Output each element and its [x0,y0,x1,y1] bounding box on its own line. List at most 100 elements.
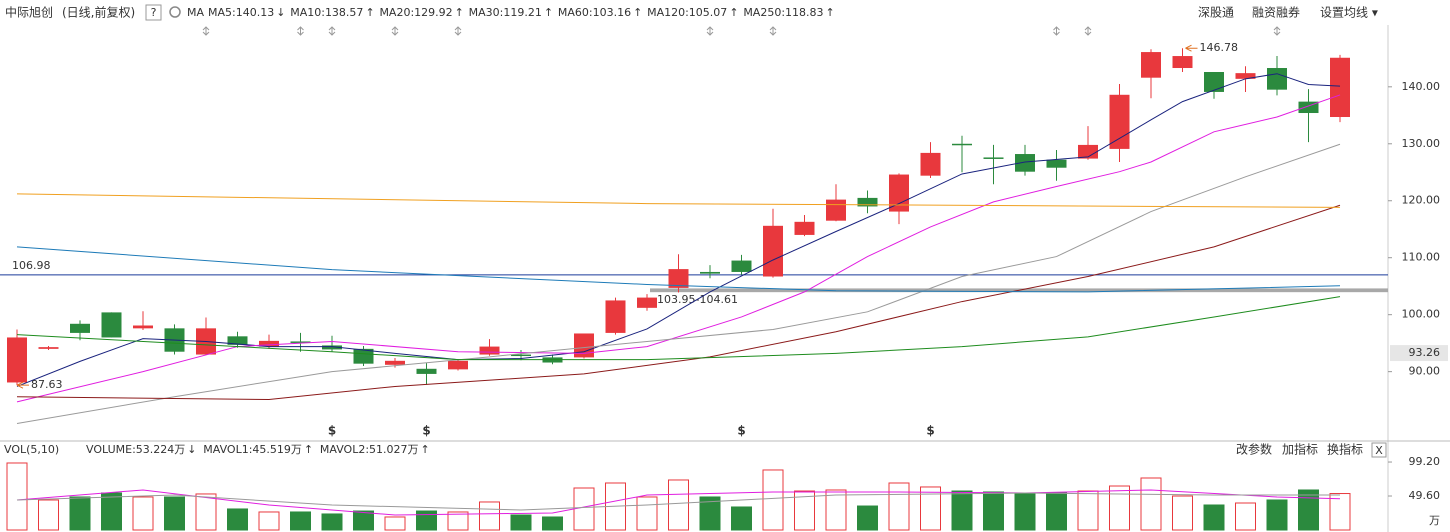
event-icon [202,26,210,36]
volume-bar [1235,502,1256,531]
vol-arrow: ↑ [421,443,430,456]
ma-arrow: ↓ [276,6,285,19]
candle-body [38,347,59,349]
volume-bar [227,508,248,531]
ma-label: MA [187,6,204,19]
candle-body [385,360,405,365]
candle-body [479,346,500,355]
help-box[interactable] [145,4,162,21]
vol-legend: VOLUME:53.224万 [86,443,185,456]
volume-bar [384,516,406,531]
y-tick-label: 110.00 [1402,251,1441,264]
volume-bar [258,511,280,531]
candle-body [1298,101,1319,114]
candle-body [1267,68,1287,90]
volume-bar [353,510,374,531]
ma-legend: MA120:105.07 [647,6,727,19]
y-tick-label: 100.00 [1402,308,1441,321]
dividend-marker: $ [328,424,336,438]
volume-bar [321,513,343,531]
stock-name: 中际旭创 [5,5,53,20]
ma-line [16,246,1341,293]
mavol-line [16,489,1341,516]
volume-bar [101,492,122,531]
volume-bar [794,490,815,531]
volume-bar [38,499,59,531]
candle-body [1109,94,1130,149]
help[interactable]: ? [151,6,157,19]
ma-legend: MA30:119.21 [469,6,542,19]
volume-bar [1203,504,1225,531]
ma-legend: MA250:118.83 [743,6,823,19]
candle-body [857,197,878,207]
close-box[interactable] [1371,442,1387,458]
settings-icon[interactable] [169,6,181,18]
button[interactable]: 深股通 [1198,6,1234,20]
y-tick-label: 49.60 [1409,489,1441,502]
ma-arrow: ↑ [365,6,374,19]
ma-arrow: ↑ [455,6,464,19]
volume-bar [132,496,154,531]
candle-body [700,271,720,274]
candle-body [605,300,626,333]
close[interactable]: X [1375,444,1383,457]
candle-body [920,152,941,176]
candle-body [133,325,153,329]
vol-arrow: ↑ [304,443,313,456]
volume-bar [1140,477,1162,531]
candle-body [1078,144,1098,159]
button[interactable]: 换指标 [1327,442,1363,457]
volume-bar [573,487,595,531]
volume-bar [699,496,721,531]
cursor-tag [1390,345,1448,362]
candle-body [889,174,909,212]
ma-arrow: ↑ [633,6,642,19]
volume-bar [636,496,658,531]
volume-bar [951,490,973,531]
volume-bar [542,516,563,531]
button[interactable]: 设置均线 ▾ [1320,6,1378,20]
event-icon [1273,26,1281,36]
event-icon [1084,26,1092,36]
volume-bar [1172,495,1193,531]
volume-bar [1298,489,1319,531]
volume-bar [416,510,437,531]
volume-bar [1077,490,1099,531]
button[interactable]: 融资融券 [1252,5,1300,20]
ma-arrow: ↑ [544,6,553,19]
candle-body [731,260,752,272]
y-tick-label: 99.20 [1409,455,1441,468]
button[interactable]: 加指标 [1282,442,1318,457]
candle-body [290,341,311,343]
candle-body [448,360,468,370]
volume-bar [195,493,217,531]
volume-bar [69,496,91,531]
dividend-marker: $ [422,424,430,438]
y-tick-label: 120.00 [1402,194,1441,207]
candle-body [763,225,783,277]
y-tick-label: 140.00 [1402,80,1441,93]
candle-body [353,348,374,364]
candle-body [1015,154,1035,172]
volume-bar [1046,492,1067,531]
event-icon [706,26,714,36]
ma-legend: MA5:140.13 [208,6,274,19]
note-arrow [1185,44,1198,52]
candle-body [983,157,1004,159]
volume-bar [1266,499,1288,531]
volume-bar [857,505,878,531]
volume-bar [762,469,784,531]
ma-line [16,296,1341,361]
vol-legend: MAVOL1:45.519万 [203,443,302,456]
volume-bar [983,491,1004,531]
candle-body [1046,159,1067,168]
candle-body [7,337,27,383]
vol-unit: 万 [1429,514,1440,527]
cursor-price: 93.26 [1409,346,1441,359]
ma-legend: MA20:129.92 [379,6,452,19]
candle-body [227,336,248,345]
volume-bar [1329,493,1351,531]
y-tick-label: 130.00 [1402,137,1441,150]
button[interactable]: 改参数 [1236,442,1272,457]
vol-title: VOL(5,10) [4,443,59,456]
